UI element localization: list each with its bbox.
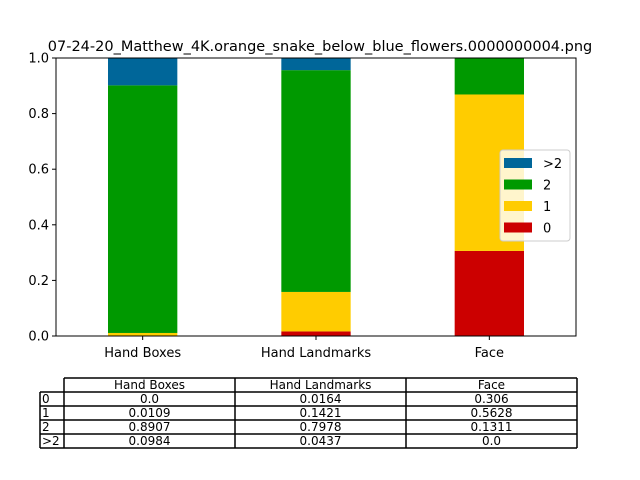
y-tick-label-5: 1.0 — [28, 52, 49, 67]
y-axis: 0.0 0.2 0.4 0.6 0.8 1.0 — [28, 52, 56, 345]
table-cell-1-2: 0.5628 — [471, 406, 513, 420]
bar-segment-1-2 — [281, 70, 351, 292]
legend-label-0: >2 — [543, 157, 562, 172]
y-tick-label-3: 0.6 — [28, 163, 49, 178]
x-axis: Hand Boxes Hand Landmarks Face — [104, 336, 504, 361]
y-tick-label-0: 0.0 — [28, 330, 49, 345]
bar-segment-1-0 — [281, 331, 351, 336]
legend-label-3: 0 — [543, 222, 551, 237]
table-cell-0-1: 0.0164 — [300, 392, 342, 406]
table-cell-2-0: 0.8907 — [129, 420, 171, 434]
bar-segment-1-3 — [281, 58, 351, 71]
table-header-1: Hand Landmarks — [270, 378, 372, 392]
table-row-label-2: 2 — [42, 420, 50, 434]
legend-swatch-0 — [504, 158, 532, 168]
bar-segment-2-2 — [454, 58, 524, 95]
x-tick-label-0: Hand Boxes — [104, 346, 181, 361]
y-tick-label-1: 0.2 — [28, 274, 49, 289]
table-header-0: Hand Boxes — [114, 378, 185, 392]
table-cell-3-2: 0.0 — [482, 434, 501, 448]
y-tick-label-4: 0.8 — [28, 107, 49, 122]
table-cell-1-0: 0.0109 — [129, 406, 171, 420]
bar-segment-2-0 — [454, 250, 524, 336]
bar-segment-0-3 — [108, 58, 178, 86]
legend-label-2: 1 — [543, 200, 551, 215]
table-row-label-3: >2 — [42, 434, 60, 448]
chart-title: 07-24-20_Matthew_4K.orange_snake_below_b… — [48, 39, 592, 55]
legend-box — [499, 149, 571, 242]
bar-segment-0-2 — [108, 85, 178, 333]
bar-segment-0-1 — [108, 332, 178, 336]
table-cell-1-1: 0.1421 — [300, 406, 342, 420]
legend-swatch-3 — [504, 222, 532, 233]
table-cell-3-1: 0.0437 — [300, 434, 342, 448]
bar-segment-1-1 — [281, 291, 351, 332]
table-cell-3-0: 0.0984 — [129, 434, 171, 448]
legend-swatch-2 — [504, 201, 532, 211]
legend: >2 2 1 0 — [499, 149, 571, 242]
table-cell-0-2: 0.306 — [474, 392, 508, 406]
table-cell-2-2: 0.1311 — [471, 420, 513, 434]
legend-label-1: 2 — [543, 179, 551, 194]
x-tick-label-1: Hand Landmarks — [261, 346, 372, 361]
y-tick-label-2: 0.4 — [28, 218, 49, 233]
table-cell-0-0: 0.0 — [140, 392, 159, 406]
legend-swatch-1 — [504, 179, 532, 190]
table-header-2: Face — [478, 378, 505, 392]
x-tick-label-2: Face — [475, 346, 504, 361]
table-row-label-0: 0 — [42, 392, 50, 406]
table-row-label-1: 1 — [42, 406, 50, 420]
table-cell-2-1: 0.7978 — [300, 420, 342, 434]
bars-layer — [108, 58, 524, 336]
